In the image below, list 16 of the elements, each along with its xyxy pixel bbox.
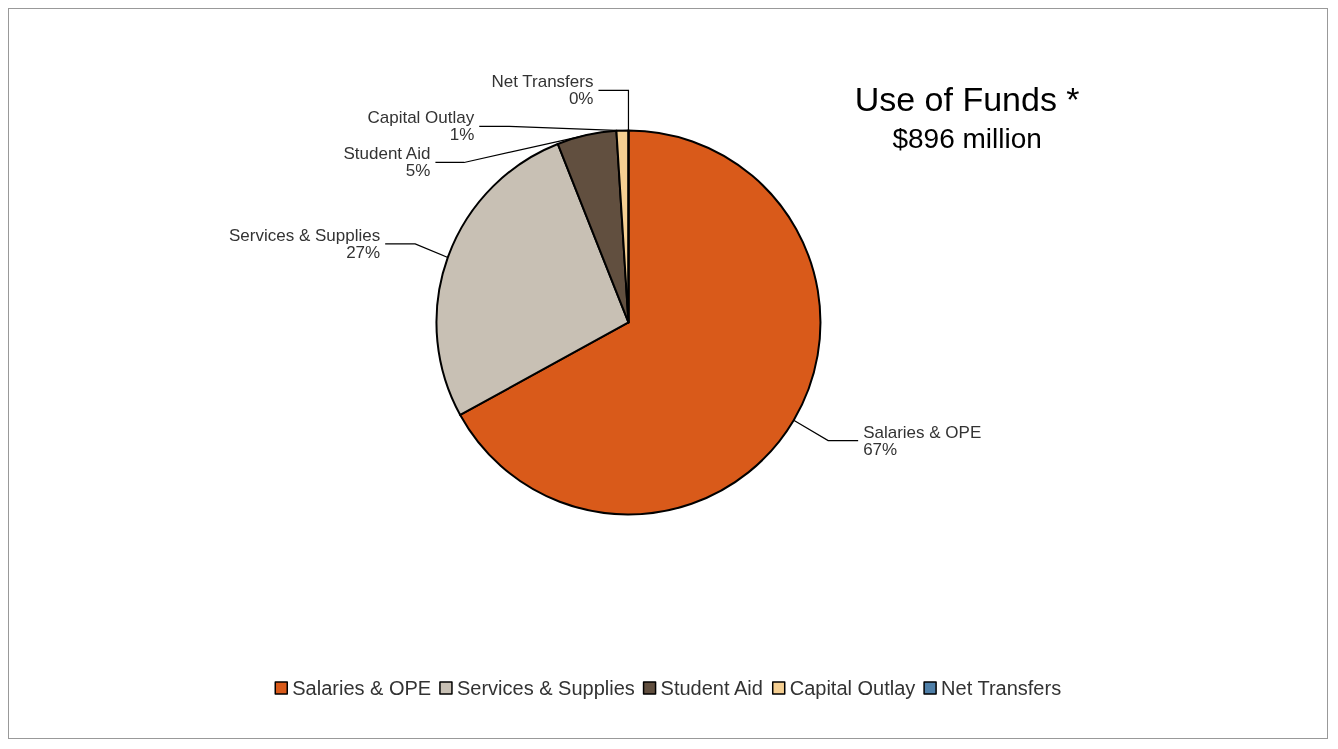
data-label: 67% bbox=[863, 439, 898, 459]
chart-title: Use of Funds * bbox=[854, 80, 1080, 118]
legend-label: Salaries & OPE bbox=[292, 677, 432, 699]
text: 0% bbox=[568, 89, 594, 109]
data-label: 1% bbox=[449, 125, 475, 145]
legend-label: Net Transfers bbox=[941, 677, 1062, 699]
slice-label: Capital Outlay bbox=[367, 108, 475, 128]
legend-label: Student Aid bbox=[660, 677, 763, 699]
legend-label: Services & Supplies bbox=[456, 677, 635, 699]
slice-label: Salaries & OPE bbox=[863, 422, 982, 442]
data-label: 5% bbox=[405, 161, 431, 181]
slice-label: Student Aid bbox=[343, 144, 431, 164]
legend-label: Capital Outlay bbox=[789, 677, 916, 699]
slice-label: Services & Supplies bbox=[228, 225, 381, 245]
chart-subtitle: $896 million bbox=[892, 122, 1042, 154]
category-label: Net Transfers bbox=[491, 72, 594, 92]
